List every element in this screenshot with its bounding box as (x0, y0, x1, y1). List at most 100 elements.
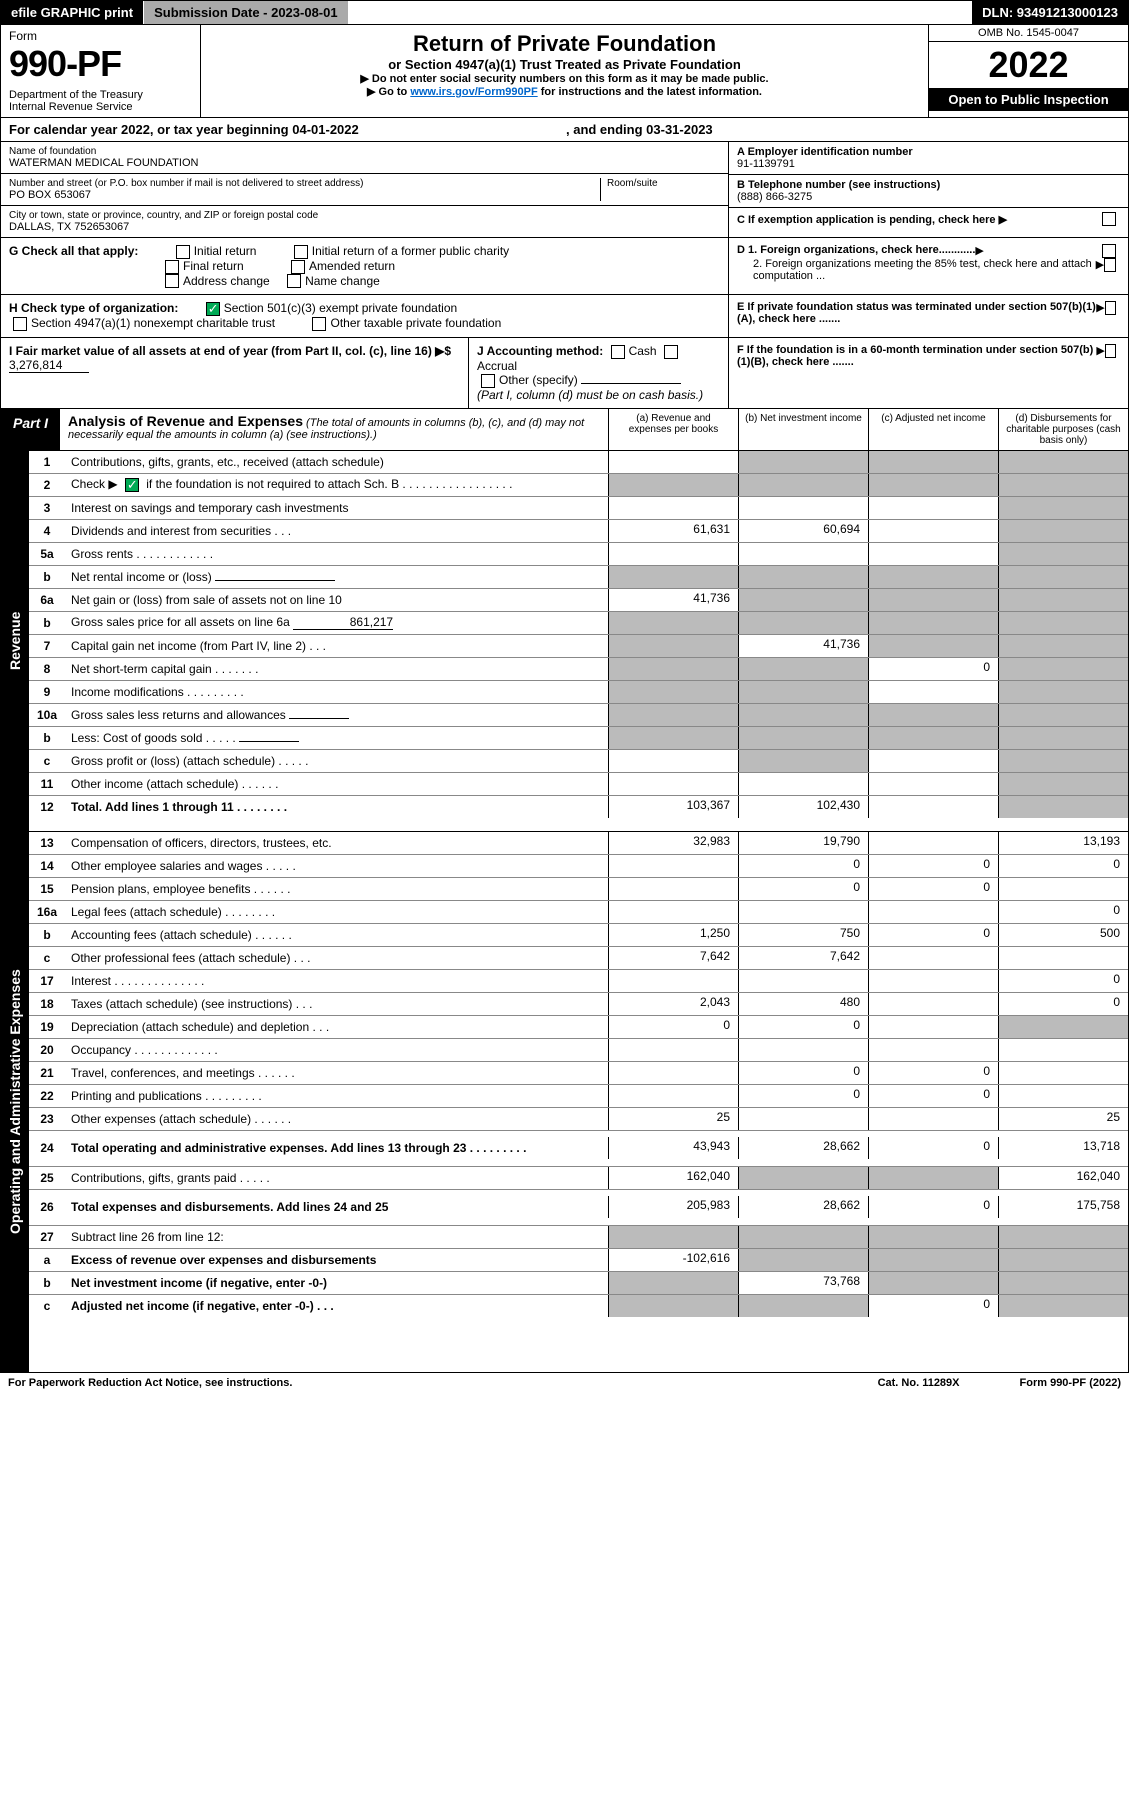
chk-name[interactable] (287, 274, 301, 288)
phone: (888) 866-3275 (737, 191, 1120, 203)
chk-f[interactable] (1105, 344, 1116, 358)
tax-year: 2022 (929, 42, 1128, 88)
efile-print-btn[interactable]: efile GRAPHIC print (1, 1, 144, 24)
l16a: Legal fees (attach schedule) . . . . . .… (65, 903, 608, 921)
chk-amended[interactable] (291, 260, 305, 274)
form-title: Return of Private Foundation (207, 31, 922, 57)
chk-e[interactable] (1105, 301, 1116, 315)
l10a: Gross sales less returns and allowances (65, 706, 608, 724)
chk-501c3[interactable] (206, 302, 220, 316)
l27c: Adjusted net income (if negative, enter … (65, 1297, 608, 1315)
part1-label: Part I (1, 409, 60, 450)
form-header: Form 990-PF Department of the Treasury I… (0, 25, 1129, 118)
c-label: C If exemption application is pending, c… (737, 213, 1007, 226)
col-b-hdr: (b) Net investment income (738, 409, 868, 450)
calendar-year-row: For calendar year 2022, or tax year begi… (0, 118, 1129, 142)
chk-other-method[interactable] (481, 374, 495, 388)
note-2: ▶ Go to www.irs.gov/Form990PF for instru… (207, 85, 922, 98)
l21: Travel, conferences, and meetings . . . … (65, 1064, 608, 1082)
col-d-hdr: (d) Disbursements for charitable purpose… (998, 409, 1128, 450)
chk-d2[interactable] (1104, 258, 1116, 272)
l27: Subtract line 26 from line 12: (65, 1228, 608, 1246)
chk-schb[interactable] (125, 478, 139, 492)
revenue-vert: Revenue (1, 451, 29, 831)
city: DALLAS, TX 752653067 (9, 221, 720, 233)
chk-final[interactable] (165, 260, 179, 274)
e-label: E If private foundation status was termi… (737, 301, 1096, 331)
j-note: (Part I, column (d) must be on cash basi… (477, 388, 703, 402)
col-a-hdr: (a) Revenue and expenses per books (608, 409, 738, 450)
form-label: Form (9, 29, 192, 43)
l15: Pension plans, employee benefits . . . .… (65, 880, 608, 898)
open-public: Open to Public Inspection (929, 88, 1128, 111)
i-label: I Fair market value of all assets at end… (9, 344, 451, 358)
l16c: Other professional fees (attach schedule… (65, 949, 608, 967)
l5b: Net rental income or (loss) (65, 568, 608, 586)
col-c-hdr: (c) Adjusted net income (868, 409, 998, 450)
footer-right: Form 990-PF (2022) (1020, 1377, 1121, 1389)
revenue-table: Revenue 1Contributions, gifts, grants, e… (0, 451, 1129, 832)
chk-cash[interactable] (611, 345, 625, 359)
l16b: Accounting fees (attach schedule) . . . … (65, 926, 608, 944)
phone-label: B Telephone number (see instructions) (737, 179, 1120, 191)
l12: Total. Add lines 1 through 11 . . . . . … (65, 798, 608, 816)
addr-label: Number and street (or P.O. box number if… (9, 178, 600, 189)
part1-title: Analysis of Revenue and Expenses (68, 413, 303, 429)
l11: Other income (attach schedule) . . . . .… (65, 775, 608, 793)
chk-accrual[interactable] (664, 345, 678, 359)
footer-mid: Cat. No. 11289X (878, 1377, 960, 1389)
i-j-f-section: I Fair market value of all assets at end… (0, 338, 1129, 409)
h-e-section: H Check type of organization: Section 50… (0, 295, 1129, 338)
l13: Compensation of officers, directors, tru… (65, 834, 608, 852)
submission-date: Submission Date - 2023-08-01 (144, 1, 348, 24)
l9: Income modifications . . . . . . . . . (65, 683, 608, 701)
l2: Check ▶ if the foundation is not require… (65, 475, 608, 494)
address: PO BOX 653067 (9, 189, 600, 201)
l6a: Net gain or (loss) from sale of assets n… (65, 591, 608, 609)
chk-initial[interactable] (176, 245, 190, 259)
l22: Printing and publications . . . . . . . … (65, 1087, 608, 1105)
chk-initial-former[interactable] (294, 245, 308, 259)
h-label: H Check type of organization: (9, 301, 178, 315)
l18: Taxes (attach schedule) (see instruction… (65, 995, 608, 1013)
chk-d1[interactable] (1102, 244, 1116, 258)
l27a: Excess of revenue over expenses and disb… (65, 1251, 608, 1269)
dept: Department of the Treasury Internal Reve… (9, 89, 192, 113)
l1: Contributions, gifts, grants, etc., rece… (65, 453, 608, 471)
i-value: 3,276,814 (9, 358, 89, 373)
g-d-section: G Check all that apply: Initial return I… (0, 238, 1129, 295)
room-label: Room/suite (607, 178, 720, 189)
form-number: 990-PF (9, 43, 192, 85)
l4: Dividends and interest from securities .… (65, 522, 608, 540)
l6b: Gross sales price for all assets on line… (65, 613, 608, 632)
l3: Interest on savings and temporary cash i… (65, 499, 608, 517)
l10c: Gross profit or (loss) (attach schedule)… (65, 752, 608, 770)
footer: For Paperwork Reduction Act Notice, see … (0, 1373, 1129, 1393)
d1-label: D 1. Foreign organizations, check here..… (737, 244, 975, 258)
foundation-name: WATERMAN MEDICAL FOUNDATION (9, 157, 720, 169)
d2-label: 2. Foreign organizations meeting the 85%… (753, 258, 1096, 282)
l27b: Net investment income (if negative, ente… (65, 1274, 608, 1292)
l23: Other expenses (attach schedule) . . . .… (65, 1110, 608, 1128)
omb: OMB No. 1545-0047 (929, 25, 1128, 42)
j-label: J Accounting method: (477, 344, 603, 358)
top-bar: efile GRAPHIC print Submission Date - 20… (0, 0, 1129, 25)
l25: Contributions, gifts, grants paid . . . … (65, 1169, 608, 1187)
l20: Occupancy . . . . . . . . . . . . . (65, 1041, 608, 1059)
name-label: Name of foundation (9, 146, 720, 157)
city-label: City or town, state or province, country… (9, 210, 720, 221)
chk-addr[interactable] (165, 274, 179, 288)
c-checkbox[interactable] (1102, 212, 1116, 226)
irs-link[interactable]: www.irs.gov/Form990PF (410, 86, 537, 98)
l10b: Less: Cost of goods sold . . . . . (65, 729, 608, 747)
note-1: ▶ Do not enter social security numbers o… (207, 72, 922, 85)
l19: Depreciation (attach schedule) and deple… (65, 1018, 608, 1036)
chk-4947[interactable] (13, 317, 27, 331)
g-label: G Check all that apply: (9, 244, 138, 258)
chk-other-tax[interactable] (312, 317, 326, 331)
ein-label: A Employer identification number (737, 146, 1120, 158)
l8: Net short-term capital gain . . . . . . … (65, 660, 608, 678)
part1-header: Part I Analysis of Revenue and Expenses … (0, 409, 1129, 451)
ein: 91-1139791 (737, 158, 1120, 170)
l17: Interest . . . . . . . . . . . . . . (65, 972, 608, 990)
